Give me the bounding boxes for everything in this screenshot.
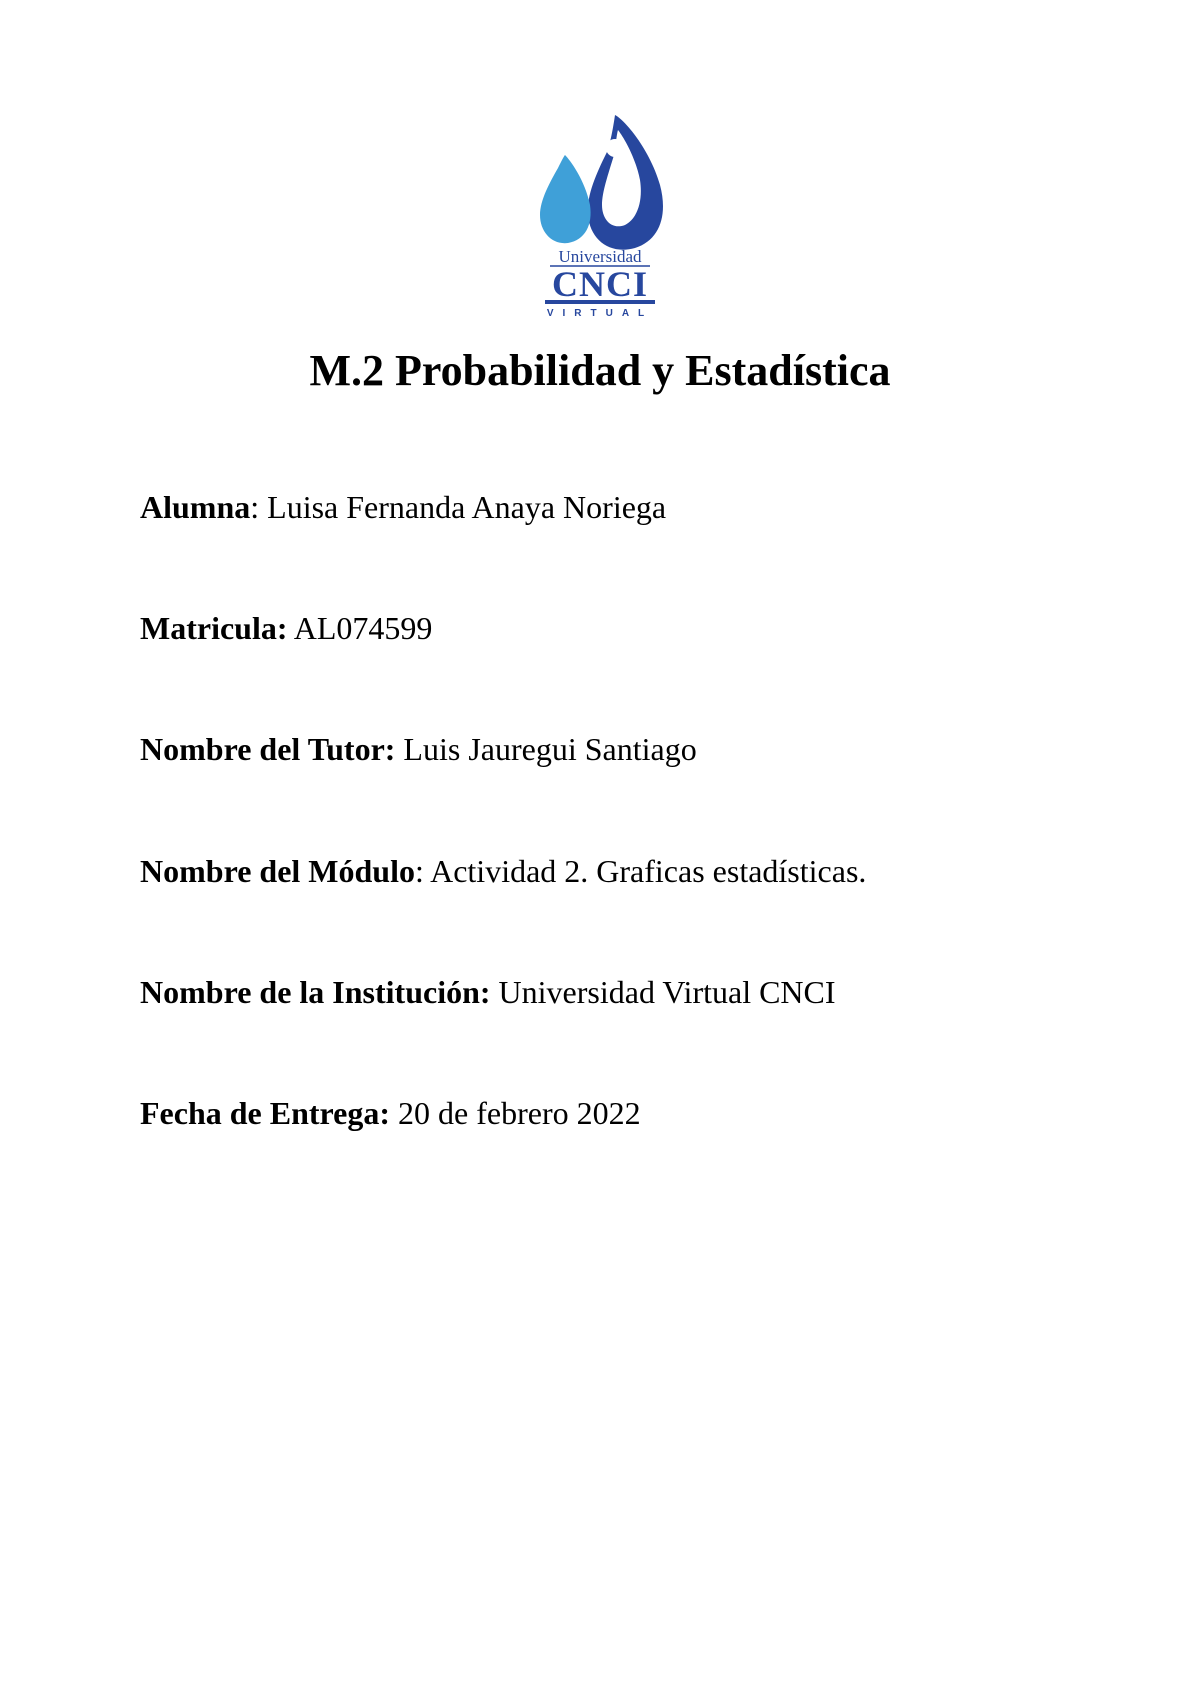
field-modulo: Nombre del Módulo: Actividad 2. Graficas… <box>140 850 1060 893</box>
alumna-value: Luisa Fernanda Anaya Noriega <box>267 489 666 525</box>
logo-cnci-text: CNCI <box>552 264 648 304</box>
institucion-label: Nombre de la Institución: <box>140 974 491 1010</box>
fecha-sep <box>390 1095 398 1131</box>
modulo-value: Actividad 2. Graficas estadísticas. <box>430 853 866 889</box>
logo-container: Universidad CNCI VIRTUAL <box>140 100 1060 325</box>
institucion-sep <box>491 974 499 1010</box>
field-tutor: Nombre del Tutor: Luis Jauregui Santiago <box>140 728 1060 771</box>
matricula-label: Matricula: <box>140 610 288 646</box>
logo-virtual-text: VIRTUAL <box>547 308 653 319</box>
matricula-value: AL074599 <box>294 610 433 646</box>
fecha-value: 20 de febrero 2022 <box>398 1095 641 1131</box>
field-matricula: Matricula: AL074599 <box>140 607 1060 650</box>
field-fecha: Fecha de Entrega: 20 de febrero 2022 <box>140 1092 1060 1135</box>
institucion-value: Universidad Virtual CNCI <box>499 974 836 1010</box>
field-alumna: Alumna: Luisa Fernanda Anaya Noriega <box>140 486 1060 529</box>
tutor-label: Nombre del Tutor: <box>140 731 395 767</box>
document-title: M.2 Probabilidad y Estadística <box>140 345 1060 396</box>
modulo-sep: : <box>415 853 430 889</box>
alumna-label: Alumna <box>140 489 250 525</box>
fecha-label: Fecha de Entrega: <box>140 1095 390 1131</box>
field-institucion: Nombre de la Institución: Universidad Vi… <box>140 971 1060 1014</box>
tutor-value: Luis Jauregui Santiago <box>403 731 696 767</box>
cnci-logo: Universidad CNCI VIRTUAL <box>490 100 710 320</box>
modulo-label: Nombre del Módulo <box>140 853 415 889</box>
alumna-sep: : <box>250 489 267 525</box>
